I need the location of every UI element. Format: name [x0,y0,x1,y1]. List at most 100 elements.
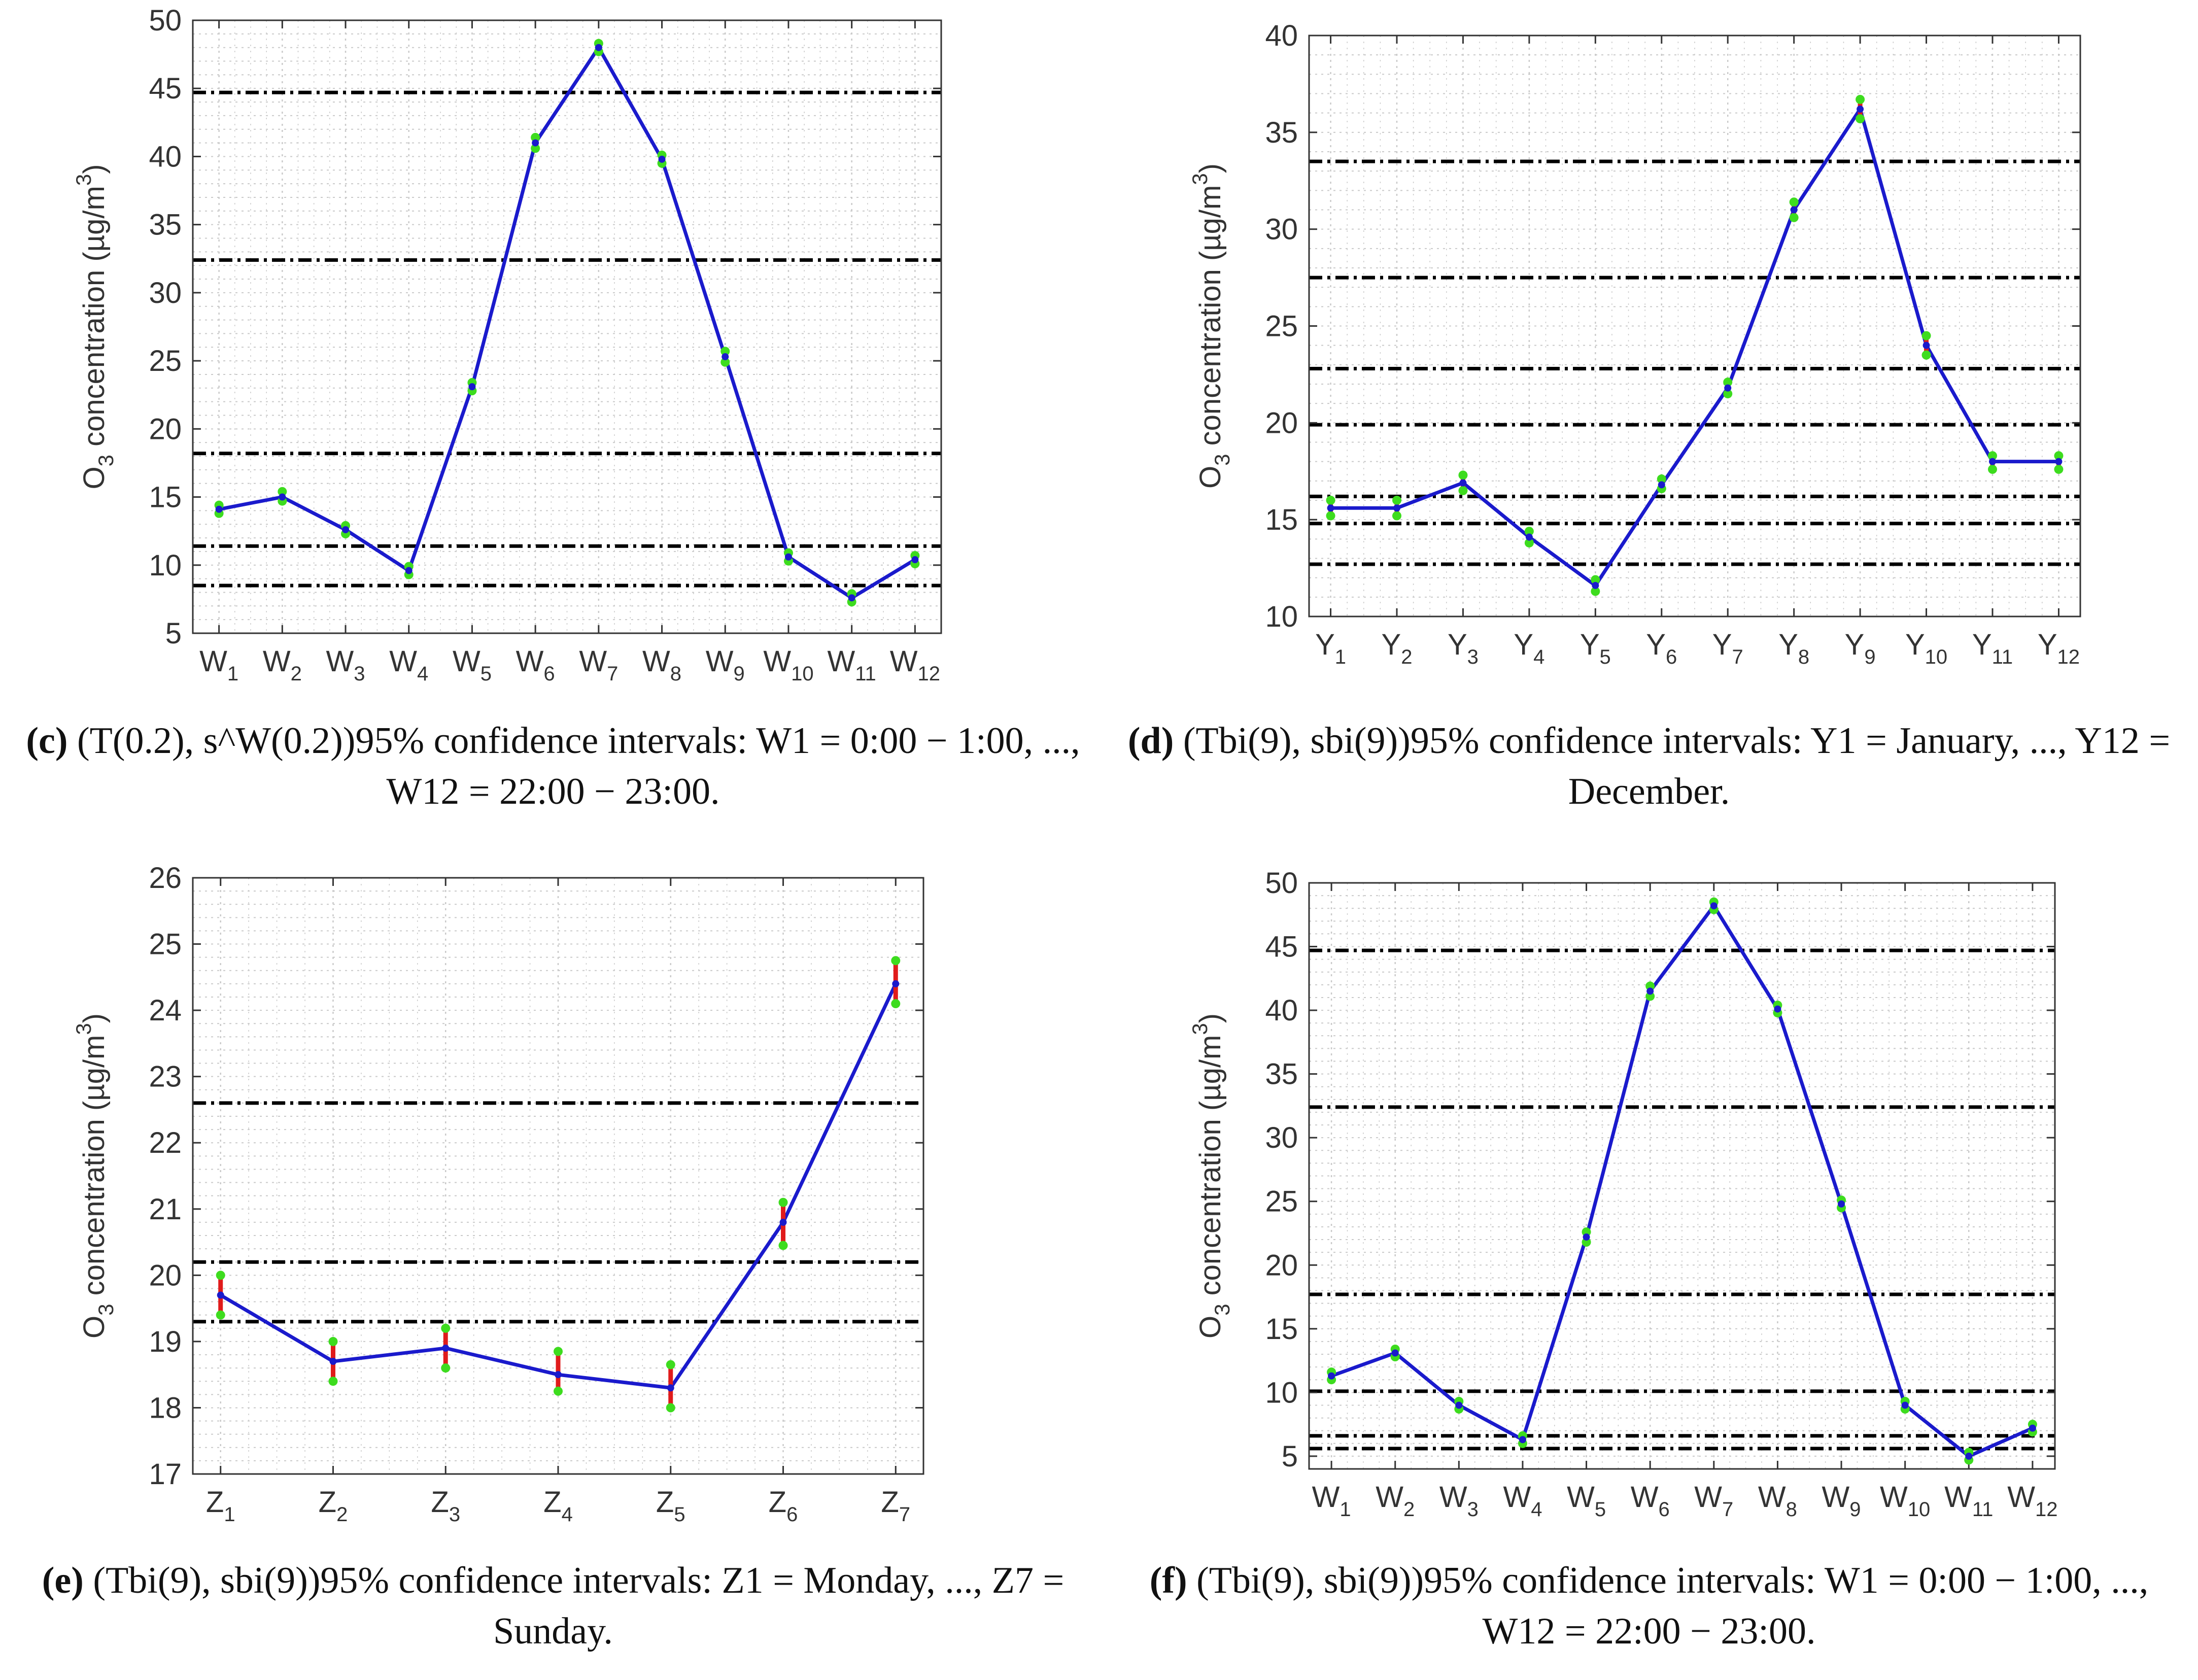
y-tick-label: 40 [1265,19,1298,52]
ci-upper-marker [1856,94,1865,104]
ci-lower-marker [1921,350,1931,360]
y-tick-label: 50 [149,4,182,37]
caption-e-label: (e) [42,1560,84,1601]
ci-upper-marker [531,132,540,142]
caption-d-text: (Tbi(9), sbi(9))95% confidence intervals… [1183,720,2171,812]
series-line [1330,107,2059,588]
ci-upper-marker [1921,331,1931,340]
data-point [779,1218,787,1226]
x-tick-label: Y3 [1448,628,1479,668]
y-tick-label: 40 [1265,994,1298,1027]
x-tick-label: W11 [828,645,876,685]
ci-lower-marker [666,1403,675,1413]
y-tick-label: 25 [149,928,182,961]
ci-upper-marker [1582,1227,1591,1237]
x-tick-label: W10 [1880,1481,1930,1521]
y-axis-label: O3 concentration (µg/m3) [72,164,118,489]
y-tick-label: 15 [149,481,182,514]
data-point [911,556,919,564]
x-tick-label: Y8 [1778,628,1809,668]
x-tick-label: W12 [2007,1481,2057,1521]
caption-f-text: (Tbi(9), sbi(9))95% confidence intervals… [1196,1560,2149,1652]
data-point [667,1384,674,1392]
ci-lower-marker [1856,114,1865,124]
y-tick-label: 5 [165,617,182,650]
y-tick-label: 20 [1265,406,1298,439]
ci-lower-marker [1458,486,1468,495]
x-tick-label: W5 [1567,1481,1606,1521]
x-tick-label: Y5 [1580,628,1611,668]
caption-d: (d) (Tbi(9), sbi(9))95% confidence inter… [1116,715,2182,817]
x-tick-label: W6 [516,645,555,685]
y-tick-label: 19 [149,1325,182,1358]
x-tick-label: Y7 [1712,628,1743,668]
ci-lower-marker [778,1241,788,1250]
x-tick-label: W7 [1694,1481,1733,1521]
x-tick-label: W6 [1631,1481,1670,1521]
data-point [442,1344,450,1352]
y-tick-label: 15 [1265,1313,1298,1346]
y-axis-label: O3 concentration (µg/m3) [72,1013,118,1339]
x-tick-label: Y1 [1315,628,1346,668]
y-tick-label: 25 [1265,310,1298,343]
y-tick-label: 10 [149,549,182,582]
ci-upper-marker [554,1347,563,1356]
data-point [1391,1349,1399,1357]
chart-d: 10 15 20 25 30 35 40 O3 concentration (µg/m3) Y1… [1188,19,2081,668]
ci-lower-marker [1524,538,1534,547]
chart-c: 5 10 15 20 25 30 35 40 45 50 O3 concentration (µg/… [72,4,942,685]
y-tick-label: 35 [149,209,182,242]
data-point [1583,1233,1590,1241]
ci-upper-marker [778,1197,788,1207]
ci-lower-marker [2054,464,2064,474]
series-line [218,46,916,600]
data-point [405,567,413,574]
data-point [1710,902,1718,910]
x-tick-label: Z1 [206,1486,235,1526]
caption-e: (e) (Tbi(9), sbi(9))95% confidence inter… [20,1555,1086,1657]
y-tick-label: 25 [1265,1185,1298,1218]
y-tick-label: 26 [149,862,182,895]
ci-upper-marker [1524,527,1534,536]
data-point [1658,481,1665,489]
y-tick-label: 35 [1265,1058,1298,1091]
x-tick-label: Z3 [431,1486,460,1526]
x-tick-label: Z2 [319,1486,348,1526]
chart-e: 17 18 19 20 21 22 23 24 25 26 O3 concentration (µg… [72,862,924,1526]
y-tick-label: 23 [149,1060,182,1093]
y-tick-label: 24 [149,994,182,1027]
data-point [1922,341,1930,349]
x-tick-label: Y10 [1905,628,1947,668]
data-point [1790,206,1798,214]
caption-f: (f) (Tbi(9), sbi(9))95% confidence inter… [1116,1555,2182,1657]
data-point [279,493,286,501]
ci-lower-marker [1582,1238,1591,1247]
data-point [1455,1401,1463,1409]
ci-lower-marker [441,1363,451,1373]
y-tick-label: 20 [149,413,182,445]
ci-lower-marker [1591,587,1600,596]
y-tick-label: 30 [1265,1121,1298,1154]
axes-box [1308,882,2056,1470]
data-point [1592,581,1599,589]
y-tick-label: 10 [1265,1376,1298,1409]
x-tick-label: W2 [263,645,302,685]
caption-c-label: (c) [26,720,68,762]
data-point [1774,1005,1781,1013]
ci-lower-marker [1326,511,1335,521]
x-tick-label: Z6 [769,1486,798,1526]
data-point [595,44,602,51]
caption-d-label: (d) [1127,720,1174,762]
y-tick-label: 21 [149,1193,182,1226]
ci-upper-marker [1789,197,1799,207]
data-point [555,1371,562,1379]
ci-lower-marker [1987,464,1997,474]
x-tick-label: W8 [642,645,681,685]
chart-f: 5 10 15 20 25 30 35 40 45 50 O3 concentration (µg/… [1188,867,2058,1521]
y-tick-label: 15 [1265,503,1298,536]
data-point [1525,533,1533,541]
grid [1309,882,2055,1469]
ci-upper-marker [1458,470,1468,480]
x-tick-label: Y12 [2038,628,2080,668]
